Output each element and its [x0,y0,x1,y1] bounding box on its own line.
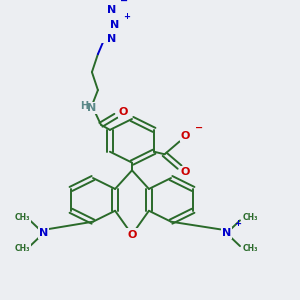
Text: CH₃: CH₃ [243,213,258,222]
Text: +: + [123,13,130,22]
Text: N: N [222,228,231,238]
Text: −: − [120,0,128,6]
Text: H: H [80,101,88,111]
Text: N: N [107,34,116,44]
Text: O: O [127,230,137,239]
Text: N: N [110,20,119,30]
Text: N: N [107,5,116,16]
Text: CH₃: CH₃ [15,244,30,253]
Text: −: − [195,123,203,133]
Text: N: N [39,228,48,238]
Text: +: + [234,218,241,227]
Text: O: O [181,167,190,177]
Text: N: N [87,103,97,113]
Text: CH₃: CH₃ [15,213,30,222]
Text: O: O [119,107,128,117]
Text: O: O [181,131,190,141]
Text: CH₃: CH₃ [243,244,258,253]
